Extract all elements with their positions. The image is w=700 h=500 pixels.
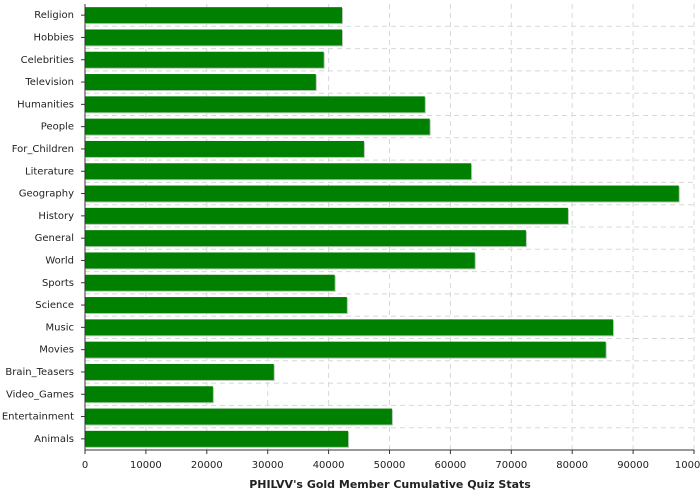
y-tick-label: Entertainment xyxy=(2,412,74,423)
bar xyxy=(85,341,606,358)
x-tick-label: 100000 xyxy=(675,460,700,471)
y-tick-label: General xyxy=(35,233,74,244)
y-tick-label: Television xyxy=(24,77,74,88)
y-tick-label: World xyxy=(45,255,74,266)
bar xyxy=(85,185,679,202)
y-tick-label: Geography xyxy=(19,189,74,200)
y-tick-label: Brain_Teasers xyxy=(5,367,74,378)
x-tick-label: 70000 xyxy=(495,460,527,471)
y-tick-label: Video_Games xyxy=(6,389,74,400)
x-tick-label: 20000 xyxy=(191,460,223,471)
y-tick-label: Movies xyxy=(39,345,74,356)
x-tick-label: 50000 xyxy=(374,460,406,471)
bar xyxy=(85,140,364,157)
y-tick-label: Animals xyxy=(34,434,74,445)
x-tick-label: 80000 xyxy=(556,460,588,471)
bar xyxy=(85,207,568,224)
bar xyxy=(85,230,526,247)
x-tick-label: 40000 xyxy=(313,460,345,471)
y-tick-label: People xyxy=(41,122,74,133)
bar xyxy=(85,274,335,291)
y-tick-label: Music xyxy=(46,322,74,333)
bar xyxy=(85,430,349,447)
y-tick-label: Literature xyxy=(25,166,74,177)
bar xyxy=(85,363,274,380)
bar xyxy=(85,163,472,180)
bar xyxy=(85,74,316,91)
bar xyxy=(85,7,342,24)
y-tick-label: For_Children xyxy=(12,144,74,155)
x-tick-label: 0 xyxy=(82,460,88,471)
bar xyxy=(85,319,614,336)
y-tick-label: Religion xyxy=(34,10,74,21)
y-tick-label: Humanities xyxy=(17,99,74,110)
x-tick-label: 60000 xyxy=(434,460,466,471)
bar xyxy=(85,118,430,135)
x-tick-label: 90000 xyxy=(617,460,649,471)
bar xyxy=(85,297,347,314)
y-tick-label: Science xyxy=(35,300,74,311)
bar xyxy=(85,252,475,269)
bar xyxy=(85,96,425,113)
y-tick-label: History xyxy=(38,211,74,222)
bar xyxy=(85,29,342,46)
x-axis-title: PHILVV's Gold Member Cumulative Quiz Sta… xyxy=(249,478,531,491)
x-tick-label: 30000 xyxy=(252,460,284,471)
y-tick-label: Celebrities xyxy=(21,55,74,66)
y-tick-label: Hobbies xyxy=(34,32,74,43)
bar xyxy=(85,386,213,403)
y-tick-label: Sports xyxy=(42,278,74,289)
bar xyxy=(85,408,392,425)
bar xyxy=(85,51,324,68)
x-tick-label: 10000 xyxy=(130,460,162,471)
